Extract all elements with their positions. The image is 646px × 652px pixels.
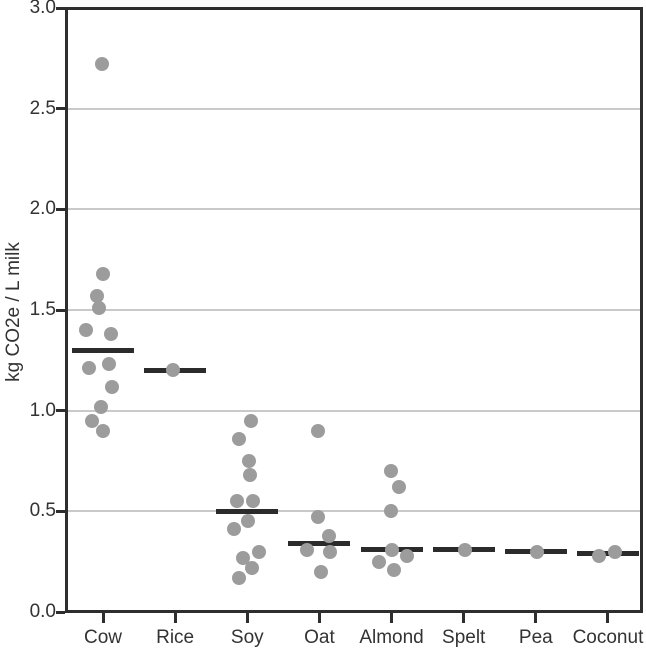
x-label-oat: Oat [304, 627, 335, 648]
y-tick-0.0 [56, 610, 65, 614]
y-tick-2.0 [56, 207, 65, 211]
y-tick-label-2.5: 2.5 [29, 97, 56, 119]
x-tick-soy [245, 613, 249, 623]
data-point-cow [92, 301, 106, 316]
x-label-pea: Pea [518, 627, 553, 648]
data-point-soy [236, 550, 251, 565]
data-point-almond [383, 464, 398, 479]
y-tick-label-0.5: 0.5 [29, 500, 56, 522]
y-tick-label-1.5: 1.5 [29, 299, 56, 321]
data-point-almond [391, 480, 406, 495]
data-point-oat [322, 528, 337, 543]
x-tick-rice [173, 613, 177, 623]
gridline-2.5 [68, 107, 640, 110]
data-point-cow [94, 399, 108, 414]
y-tick-label-0.0: 0.0 [29, 601, 56, 622]
data-point-cow [96, 266, 110, 281]
data-point-spelt [457, 542, 472, 557]
data-point-cow [85, 413, 99, 428]
data-point-coconut [591, 548, 606, 563]
x-tick-spelt [462, 613, 466, 623]
data-point-soy [243, 468, 258, 483]
y-tick-1.0 [56, 409, 65, 413]
y-tick-label-1.0: 1.0 [29, 399, 56, 421]
median-line-oat [288, 541, 351, 547]
data-point-almond [371, 554, 386, 569]
data-point-soy [252, 544, 267, 559]
gridline-1.0 [68, 409, 640, 412]
data-point-soy [245, 560, 260, 575]
x-tick-pea [534, 613, 538, 623]
data-point-cow [96, 423, 110, 438]
x-label-spelt: Spelt [442, 627, 486, 648]
data-point-cow [82, 361, 96, 376]
y-tick-2.5 [56, 107, 65, 111]
data-point-rice [166, 363, 181, 378]
x-label-almond: Almond [359, 627, 424, 648]
data-point-almond [386, 562, 401, 577]
data-point-cow [102, 357, 116, 372]
x-label-coconut: Coconut [572, 627, 644, 648]
y-tick-label-3.0: 3.0 [29, 0, 56, 19]
x-label-rice: Rice [156, 627, 195, 648]
y-tick-label-2.0: 2.0 [29, 198, 56, 220]
data-point-pea [529, 544, 544, 559]
data-point-oat [323, 544, 338, 559]
data-point-oat [311, 423, 326, 438]
data-point-cow [95, 57, 109, 72]
x-tick-coconut [606, 613, 610, 623]
data-point-almond [384, 542, 399, 557]
median-line-cow [72, 347, 134, 353]
data-point-cow [79, 323, 93, 338]
x-label-soy: Soy [230, 627, 264, 648]
data-point-oat [300, 542, 315, 557]
data-point-soy [246, 494, 261, 509]
data-point-cow [90, 288, 104, 303]
data-point-soy [244, 413, 259, 428]
data-point-oat [311, 510, 326, 525]
data-point-soy [227, 522, 242, 537]
data-point-soy [230, 494, 245, 509]
gridline-2.0 [68, 208, 640, 211]
median-line-soy [216, 508, 279, 514]
x-tick-almond [390, 613, 394, 623]
data-point-almond [399, 548, 414, 563]
y-tick-3.0 [56, 6, 65, 10]
x-label-cow: Cow [83, 627, 122, 648]
x-tick-oat [317, 613, 321, 623]
gridline-1.5 [68, 309, 640, 312]
data-point-coconut [607, 544, 622, 559]
data-point-soy [232, 431, 247, 446]
x-tick-cow [101, 613, 105, 623]
data-point-soy [241, 514, 256, 529]
data-point-oat [314, 564, 329, 579]
data-point-cow [104, 327, 118, 342]
y-tick-0.5 [56, 509, 65, 513]
gridline-0.5 [68, 510, 640, 513]
data-point-cow [105, 379, 119, 394]
data-point-almond [383, 504, 398, 519]
y-tick-1.5 [56, 308, 65, 312]
data-point-soy [232, 570, 247, 585]
data-point-soy [242, 454, 257, 469]
